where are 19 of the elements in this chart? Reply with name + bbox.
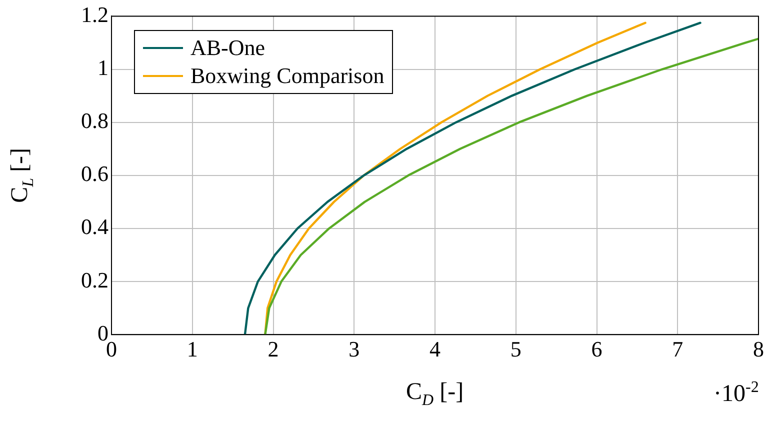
legend-label: Boxwing Comparison bbox=[190, 62, 384, 90]
x-tick-label: 2 bbox=[268, 336, 279, 362]
y-tick-label: 0.6 bbox=[81, 161, 108, 186]
y-tick-label: 0 bbox=[98, 320, 108, 346]
x-tick-label: 4 bbox=[430, 336, 440, 362]
x-tick-label: 7 bbox=[672, 336, 684, 362]
x-tick-label: 6 bbox=[591, 336, 602, 362]
legend-label: AB-One bbox=[190, 34, 266, 62]
x-tick-label: 5 bbox=[510, 336, 522, 362]
y-tick-label: 0.8 bbox=[81, 108, 108, 134]
x-tick-label: 3 bbox=[348, 336, 360, 362]
y-tick-label: 0.4 bbox=[81, 214, 108, 240]
text: ·10$^{-2}$ bbox=[714, 378, 759, 408]
y-tick-label: 0.2 bbox=[81, 267, 108, 292]
y-tick-label: 1 bbox=[98, 55, 108, 80]
x-axis-title: C$_{D}$ [-] bbox=[406, 378, 464, 410]
x-tick-label: 8 bbox=[753, 336, 764, 362]
x-tick-label: 1 bbox=[186, 336, 198, 362]
y-tick-label: 1.2 bbox=[81, 2, 108, 27]
